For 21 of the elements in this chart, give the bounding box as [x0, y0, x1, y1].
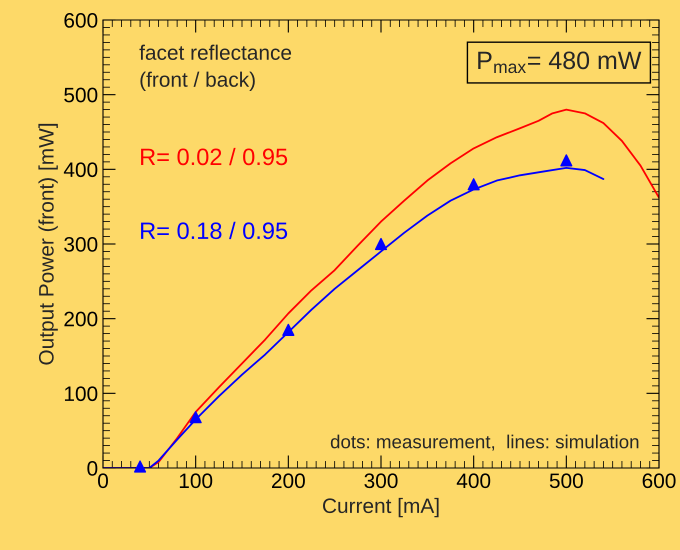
x-tick-label: 100	[180, 473, 212, 488]
y-tick-label: 300	[64, 237, 98, 252]
text: R= 0.02 / 0.95	[141, 148, 288, 166]
x-tick-label: 600	[642, 473, 676, 488]
text: R= 0.18 / 0.95	[141, 222, 288, 240]
y-axis-title: Output Power (front) [mW]	[38, 124, 58, 365]
x-tick-label: 400	[456, 473, 490, 488]
x-tick-label: 500	[550, 473, 583, 488]
y-tick-label: 400	[64, 162, 98, 178]
y-tick-label: 0	[87, 461, 98, 476]
x-tick-label: 0	[98, 473, 108, 488]
y-tick-label: 500	[64, 88, 98, 102]
y-tick-label: 600	[64, 13, 98, 28]
x-tick-label: 300	[364, 473, 398, 488]
annotation: facet reflectance (front / back)	[139, 44, 292, 92]
y-tick-label: 200	[64, 312, 98, 326]
annotation: P$_{max}$= 480 mW	[478, 52, 642, 74]
y-tick-label: 100	[64, 386, 98, 402]
x-axis-title: Current [mA]	[323, 498, 439, 518]
annotation: dots: measurement, lines: simulation	[330, 434, 638, 451]
x-tick-label: 200	[272, 473, 305, 488]
